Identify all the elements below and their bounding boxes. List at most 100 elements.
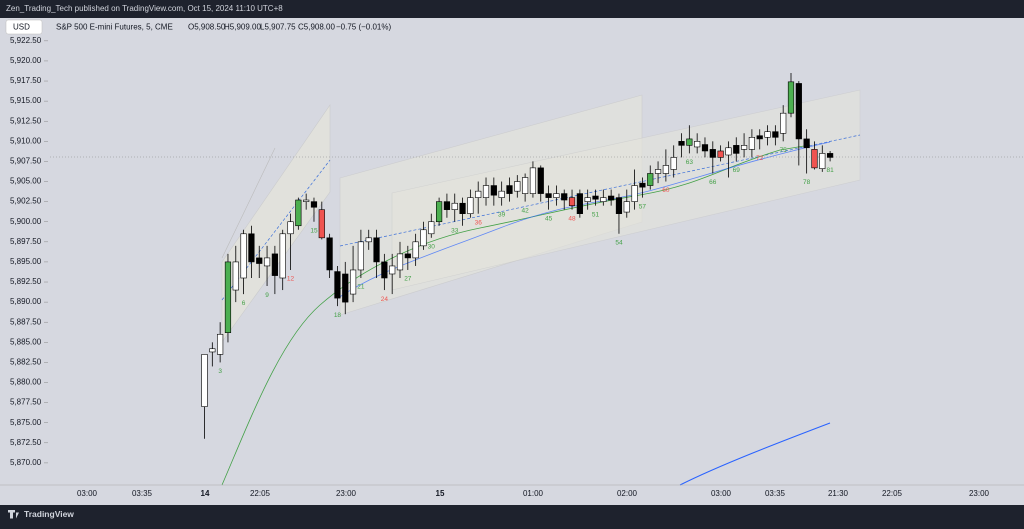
candle bbox=[396, 241, 404, 278]
currency[interactable]: USD bbox=[13, 23, 30, 32]
candle-body bbox=[780, 112, 787, 134]
y-tick-label: 5,887.50 bbox=[10, 317, 42, 326]
candle bbox=[459, 197, 466, 226]
candle bbox=[248, 225, 255, 278]
candle-body bbox=[662, 165, 669, 174]
candle bbox=[780, 105, 787, 142]
bar-count: 60 bbox=[662, 187, 670, 194]
bar-count: 72 bbox=[756, 155, 764, 162]
candle bbox=[263, 245, 271, 287]
y-tick-label: 5,905.00 bbox=[10, 177, 42, 186]
x-tick-label: 03:35 bbox=[132, 489, 153, 498]
candle bbox=[506, 177, 513, 202]
candle-body bbox=[482, 185, 490, 198]
candle-body bbox=[764, 131, 771, 138]
trend-line bbox=[221, 147, 276, 259]
candle-body bbox=[263, 257, 271, 267]
bar-count: 39 bbox=[498, 211, 506, 218]
y-tick-label: 5,872.50 bbox=[10, 438, 42, 447]
candle-body bbox=[279, 233, 286, 279]
candle bbox=[428, 213, 435, 238]
y-tick-label: 5,870.00 bbox=[10, 458, 42, 467]
candle-body bbox=[615, 197, 623, 214]
candle-body bbox=[381, 261, 388, 279]
legend-value: O5,908.50 bbox=[188, 23, 226, 32]
candle bbox=[217, 322, 224, 363]
y-tick-label: 5,877.50 bbox=[10, 398, 42, 407]
candle bbox=[537, 165, 544, 202]
bar-count: 6 bbox=[242, 300, 246, 307]
candle-body bbox=[224, 261, 232, 333]
candle-body bbox=[271, 253, 278, 276]
candle-body bbox=[365, 237, 372, 243]
moving-average bbox=[337, 141, 831, 299]
candle bbox=[764, 125, 771, 146]
y-tick-label: 5,907.50 bbox=[10, 157, 42, 166]
candle-body bbox=[686, 138, 693, 146]
candle bbox=[522, 173, 529, 202]
candle bbox=[490, 177, 497, 206]
candle bbox=[342, 261, 349, 315]
y-tick-label: 5,892.50 bbox=[10, 277, 42, 286]
candle bbox=[811, 141, 818, 170]
candle bbox=[373, 229, 380, 278]
candle bbox=[498, 181, 505, 206]
candle bbox=[576, 189, 583, 218]
candle-body bbox=[256, 257, 263, 264]
candle-body bbox=[826, 153, 834, 158]
candle bbox=[717, 145, 724, 162]
candle bbox=[561, 189, 568, 210]
candle-body bbox=[592, 195, 599, 200]
bar-count: 33 bbox=[451, 227, 459, 234]
bar-count: 66 bbox=[709, 179, 717, 186]
candle-body bbox=[639, 182, 646, 188]
candle-body bbox=[389, 265, 396, 275]
candle-body bbox=[811, 149, 818, 169]
candle bbox=[475, 181, 482, 214]
candle bbox=[701, 137, 709, 158]
bar-count: 69 bbox=[733, 167, 741, 174]
bar-count: 54 bbox=[615, 240, 623, 247]
candle bbox=[529, 161, 537, 198]
candle bbox=[279, 229, 286, 291]
currency-button[interactable] bbox=[5, 19, 43, 35]
channel-midline bbox=[339, 134, 861, 247]
candle bbox=[412, 233, 419, 266]
legend-value: C5,908.00 bbox=[298, 23, 335, 32]
candle-body bbox=[772, 131, 779, 138]
candle bbox=[787, 73, 795, 118]
candle-body bbox=[787, 81, 795, 114]
y-tick-label: 5,902.50 bbox=[10, 197, 42, 206]
candle-body bbox=[420, 229, 427, 247]
candle-body bbox=[678, 141, 685, 146]
bar-count: 24 bbox=[381, 296, 389, 303]
candle-body bbox=[795, 83, 802, 140]
candle-body bbox=[576, 193, 583, 214]
candle bbox=[584, 189, 591, 210]
candle bbox=[334, 265, 341, 307]
candle bbox=[678, 133, 685, 158]
candle bbox=[647, 165, 654, 190]
x-tick-label: 21:30 bbox=[828, 489, 849, 498]
candle bbox=[608, 189, 615, 206]
candle-body bbox=[717, 150, 724, 158]
chart-title: S&P 500 E-mini Futures, 5, CME bbox=[56, 23, 173, 32]
candle bbox=[256, 245, 263, 278]
candle-body bbox=[209, 348, 216, 353]
candle-body bbox=[537, 167, 544, 194]
candle bbox=[756, 129, 763, 150]
legend-value: L5,907.75 bbox=[260, 23, 296, 32]
candle bbox=[545, 185, 552, 210]
legend: USD S&P 500 E-mini Futures, 5, CME bbox=[5, 19, 173, 35]
candle bbox=[709, 141, 716, 174]
y-tick-label: 5,900.00 bbox=[10, 217, 42, 226]
candle bbox=[639, 177, 646, 198]
candle-body bbox=[740, 145, 748, 150]
candle bbox=[389, 253, 396, 295]
candle bbox=[349, 245, 357, 303]
x-tick-label: 22:05 bbox=[250, 489, 271, 498]
logo bbox=[8, 510, 19, 519]
bar-count: 75 bbox=[780, 147, 788, 154]
candle bbox=[686, 125, 693, 154]
